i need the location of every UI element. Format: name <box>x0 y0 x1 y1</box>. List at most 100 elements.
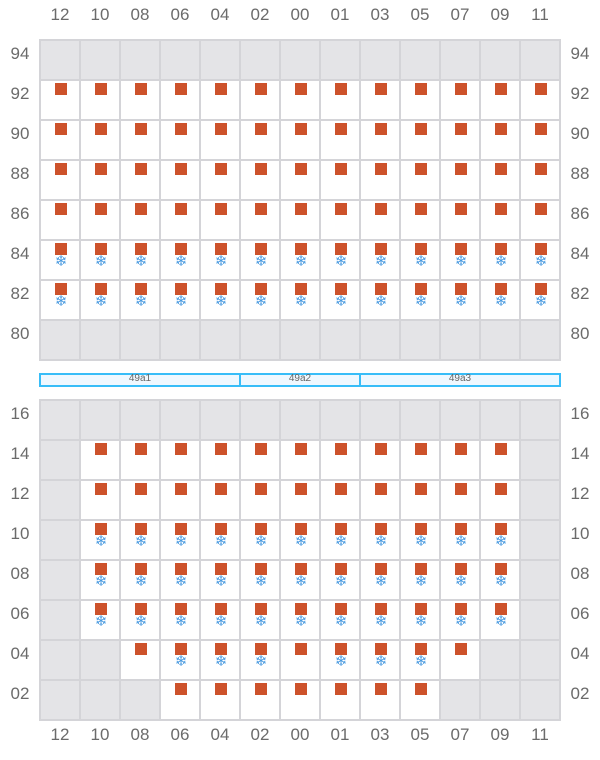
seat-cell[interactable]: ❄ <box>320 280 360 320</box>
seat-cell[interactable] <box>80 200 120 240</box>
seat-cell[interactable] <box>160 200 200 240</box>
seat-cell[interactable] <box>40 160 80 200</box>
seat-cell[interactable] <box>80 440 120 480</box>
seat-cell[interactable] <box>320 120 360 160</box>
seat-cell[interactable]: ❄ <box>240 520 280 560</box>
seat-cell[interactable] <box>280 680 320 720</box>
seat-cell[interactable]: ❄ <box>320 600 360 640</box>
seat-cell[interactable] <box>480 480 520 520</box>
seat-cell[interactable]: ❄ <box>360 560 400 600</box>
seat-cell[interactable] <box>320 480 360 520</box>
seat-cell[interactable] <box>160 120 200 160</box>
seat-cell[interactable]: ❄ <box>240 640 280 680</box>
seat-cell[interactable]: ❄ <box>400 520 440 560</box>
seat-cell[interactable]: ❄ <box>440 240 480 280</box>
seat-cell[interactable] <box>80 120 120 160</box>
seat-cell[interactable]: ❄ <box>280 520 320 560</box>
seat-cell[interactable]: ❄ <box>240 600 280 640</box>
seat-cell[interactable] <box>520 200 560 240</box>
seat-cell[interactable] <box>440 160 480 200</box>
seat-cell[interactable] <box>280 640 320 680</box>
seat-cell[interactable]: ❄ <box>440 280 480 320</box>
seat-cell[interactable]: ❄ <box>160 640 200 680</box>
seat-cell[interactable]: ❄ <box>120 240 160 280</box>
seat-cell[interactable] <box>160 680 200 720</box>
seat-cell[interactable]: ❄ <box>400 280 440 320</box>
seat-cell[interactable] <box>480 160 520 200</box>
seat-cell[interactable]: ❄ <box>160 560 200 600</box>
seat-cell[interactable]: ❄ <box>280 600 320 640</box>
seat-cell[interactable] <box>200 440 240 480</box>
seat-cell[interactable] <box>280 80 320 120</box>
seat-cell[interactable]: ❄ <box>240 560 280 600</box>
seat-cell[interactable] <box>200 160 240 200</box>
seat-cell[interactable] <box>120 160 160 200</box>
seat-cell[interactable] <box>400 200 440 240</box>
seat-cell[interactable] <box>360 440 400 480</box>
seat-cell[interactable]: ❄ <box>480 600 520 640</box>
seat-cell[interactable] <box>40 120 80 160</box>
seat-cell[interactable] <box>280 120 320 160</box>
seat-cell[interactable] <box>240 160 280 200</box>
seat-cell[interactable] <box>160 480 200 520</box>
seat-cell[interactable]: ❄ <box>160 280 200 320</box>
seat-cell[interactable] <box>320 80 360 120</box>
seat-cell[interactable] <box>120 440 160 480</box>
seat-cell[interactable] <box>200 80 240 120</box>
seat-cell[interactable] <box>320 440 360 480</box>
seat-cell[interactable]: ❄ <box>360 240 400 280</box>
seat-cell[interactable] <box>480 80 520 120</box>
seat-cell[interactable]: ❄ <box>480 560 520 600</box>
seat-cell[interactable]: ❄ <box>80 280 120 320</box>
seat-cell[interactable] <box>120 640 160 680</box>
seat-cell[interactable]: ❄ <box>360 520 400 560</box>
seat-cell[interactable]: ❄ <box>120 520 160 560</box>
seat-cell[interactable] <box>480 200 520 240</box>
seat-cell[interactable] <box>360 80 400 120</box>
seat-cell[interactable]: ❄ <box>440 560 480 600</box>
seat-cell[interactable]: ❄ <box>480 240 520 280</box>
seat-cell[interactable]: ❄ <box>320 560 360 600</box>
seat-cell[interactable] <box>320 160 360 200</box>
seat-cell[interactable]: ❄ <box>440 600 480 640</box>
seat-cell[interactable] <box>240 480 280 520</box>
seat-cell[interactable]: ❄ <box>520 280 560 320</box>
seat-cell[interactable] <box>160 80 200 120</box>
seat-cell[interactable] <box>120 200 160 240</box>
seat-cell[interactable] <box>280 480 320 520</box>
seat-cell[interactable]: ❄ <box>280 560 320 600</box>
seat-cell[interactable]: ❄ <box>360 640 400 680</box>
seat-cell[interactable]: ❄ <box>160 520 200 560</box>
seat-cell[interactable] <box>440 480 480 520</box>
seat-cell[interactable]: ❄ <box>480 520 520 560</box>
seat-cell[interactable]: ❄ <box>440 520 480 560</box>
seat-cell[interactable] <box>40 80 80 120</box>
seat-cell[interactable] <box>240 120 280 160</box>
seat-cell[interactable] <box>200 680 240 720</box>
seat-cell[interactable]: ❄ <box>400 640 440 680</box>
seat-cell[interactable] <box>160 440 200 480</box>
seat-cell[interactable]: ❄ <box>200 600 240 640</box>
seat-cell[interactable]: ❄ <box>240 280 280 320</box>
seat-cell[interactable] <box>240 680 280 720</box>
section-49a1[interactable]: 49a1 <box>39 373 241 387</box>
seat-cell[interactable] <box>120 120 160 160</box>
seat-cell[interactable] <box>40 200 80 240</box>
seat-cell[interactable] <box>320 200 360 240</box>
seat-cell[interactable]: ❄ <box>360 600 400 640</box>
seat-cell[interactable]: ❄ <box>360 280 400 320</box>
seat-cell[interactable]: ❄ <box>80 560 120 600</box>
seat-cell[interactable] <box>240 440 280 480</box>
seat-cell[interactable] <box>200 200 240 240</box>
seat-cell[interactable]: ❄ <box>160 600 200 640</box>
seat-cell[interactable] <box>80 80 120 120</box>
seat-cell[interactable]: ❄ <box>240 240 280 280</box>
seat-cell[interactable]: ❄ <box>120 560 160 600</box>
seat-cell[interactable]: ❄ <box>200 520 240 560</box>
seat-cell[interactable]: ❄ <box>520 240 560 280</box>
seat-cell[interactable] <box>520 160 560 200</box>
seat-cell[interactable] <box>120 80 160 120</box>
seat-cell[interactable] <box>360 680 400 720</box>
seat-cell[interactable]: ❄ <box>320 240 360 280</box>
seat-cell[interactable] <box>480 440 520 480</box>
